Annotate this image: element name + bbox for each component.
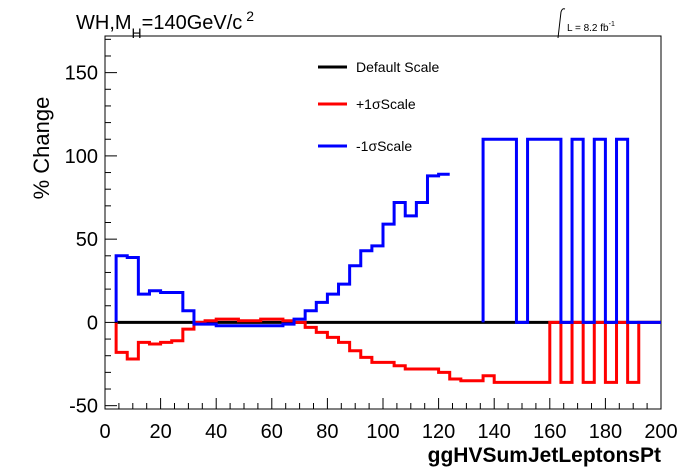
x-tick-label: 20 bbox=[149, 421, 171, 443]
series-layer bbox=[114, 137, 661, 384]
y-tick-label: 50 bbox=[76, 229, 98, 251]
y-tick-label: -50 bbox=[69, 396, 98, 418]
legend-label: Default Scale bbox=[356, 59, 439, 75]
y-tick-label: 150 bbox=[65, 63, 98, 85]
legend-label: +1σScale bbox=[356, 96, 416, 112]
y-tick-label: 0 bbox=[87, 312, 98, 334]
svg-text:L = 8.2 fb-1: L = 8.2 fb-1 bbox=[567, 21, 615, 34]
lumi-label: L = 8.2 fb-1 bbox=[557, 8, 615, 39]
x-tick-label: 0 bbox=[99, 421, 110, 443]
x-tick-label: 120 bbox=[422, 421, 455, 443]
x-tick-label: 60 bbox=[261, 421, 283, 443]
y-tick-label: 100 bbox=[65, 146, 98, 168]
x-axis-label: ggHVSumJetLeptonsPt bbox=[428, 444, 661, 467]
integral-sign bbox=[557, 8, 566, 39]
y-axis-label: % Change bbox=[29, 97, 54, 200]
plot-frame bbox=[104, 35, 662, 410]
x-tick-label: 40 bbox=[205, 421, 227, 443]
x-tick-label: 160 bbox=[533, 421, 566, 443]
legend: Default Scale +1σScale -1σScale bbox=[318, 59, 439, 154]
x-tick-label: 180 bbox=[589, 421, 622, 443]
x-tick-label: 140 bbox=[478, 421, 511, 443]
x-tick-label: 200 bbox=[644, 421, 677, 443]
x-tick-label: 80 bbox=[316, 421, 338, 443]
series-line-2 bbox=[114, 317, 661, 384]
x-tick-label: 100 bbox=[366, 421, 399, 443]
chart-title: WH,MH=140GeV/c 2 bbox=[76, 8, 254, 41]
legend-label: -1σScale bbox=[356, 138, 412, 154]
series-line-3 bbox=[114, 137, 661, 328]
